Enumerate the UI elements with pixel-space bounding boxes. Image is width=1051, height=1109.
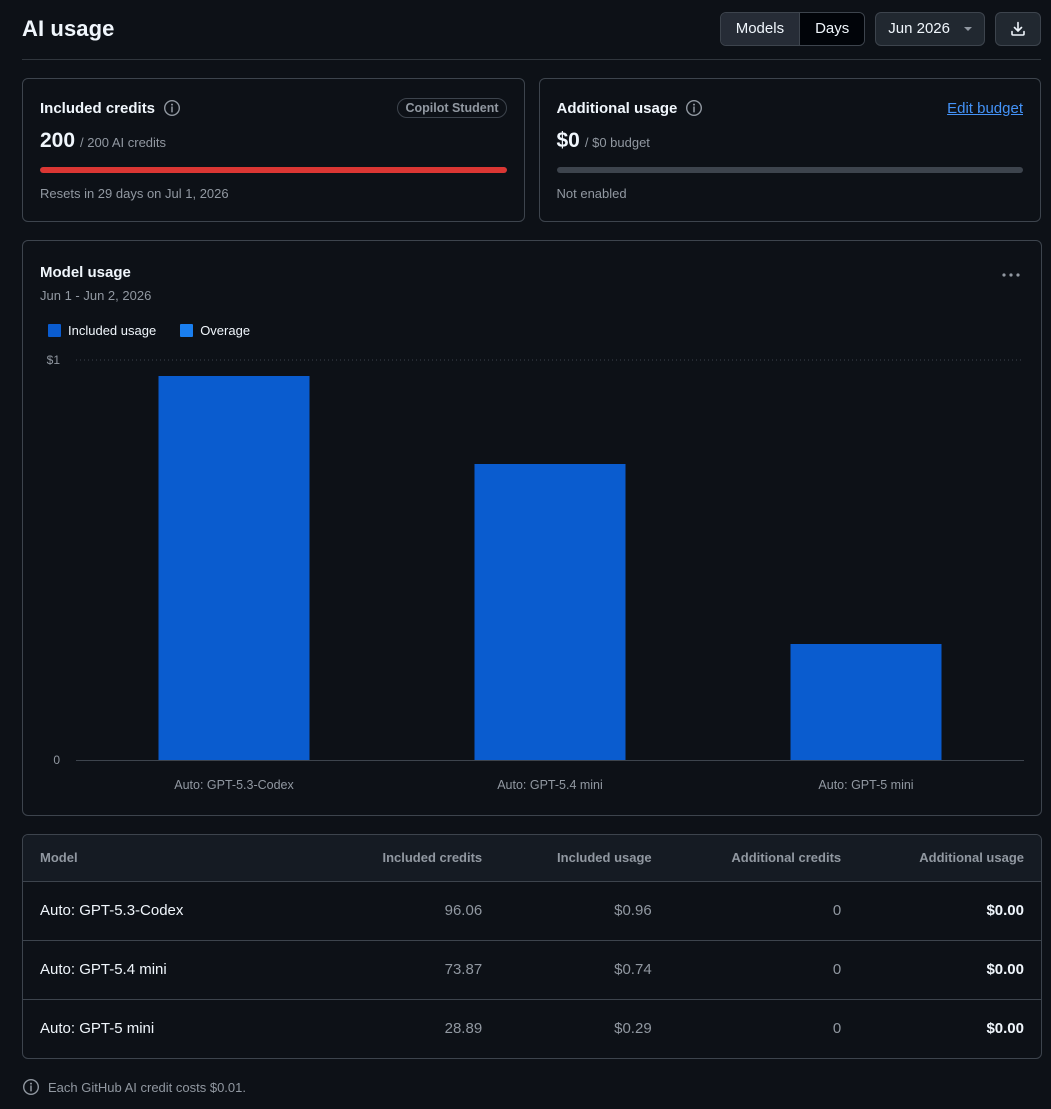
month-select-label: Jun 2026 (888, 20, 950, 37)
legend-label: Included usage (68, 323, 157, 338)
legend-label: Overage (200, 323, 251, 338)
legend-item-overage[interactable]: Overage (180, 323, 250, 338)
table-row: Auto: GPT-5.4 mini 73.87 $0.74 0 $0.00 (23, 940, 1041, 1000)
model-usage-panel: 0 $1 Auto: GPT-5.3-Codex Auto: GPT-5.4 mini… (22, 240, 1042, 816)
kebab-horizontal-icon (1002, 273, 1020, 277)
additional-usage-card: Additional usage Edit budget $0 / $0 bud… (538, 78, 1041, 222)
credit-cards: Included credits Copilot Student 200 / 2… (22, 78, 1041, 222)
model-cell: Auto: GPT-5.3-Codex (23, 881, 323, 941)
y-tick-label: $1 (47, 353, 61, 367)
header-actions: Models Days Jun 2026 (719, 11, 1041, 46)
legend-item-included-usage[interactable]: Included usage (48, 323, 156, 338)
legend-swatch (48, 324, 61, 337)
edit-budget-link[interactable]: Edit budget (947, 99, 1023, 117)
page-title: AI usage (22, 15, 115, 41)
download-icon (1011, 21, 1025, 36)
table-header-row: Model Included credits Included usage Ad… (23, 835, 1041, 882)
included-credits-cell: 28.89 (444, 1020, 483, 1038)
included-credits-card: Included credits Copilot Student 200 / 2… (22, 78, 525, 222)
additional-usage-cell: $0.00 (858, 881, 1041, 941)
download-button[interactable] (995, 11, 1041, 46)
column-header-included-credits[interactable]: Included credits (323, 835, 500, 882)
footnote-text: Each GitHub AI credit costs $0.01. (48, 1079, 246, 1095)
included-credits-cell: 96.06 (323, 881, 500, 941)
additional-usage-amount: $0 (556, 129, 580, 152)
additional-usage-cell: $0.00 (858, 940, 1041, 1000)
y-tick-label: 0 (53, 753, 60, 767)
additional-usage-cell: $0.00 (986, 1020, 1024, 1038)
model-usage-chart: 0 $1 Auto: GPT-5.3-Codex Auto: GPT-5.4 mini… (47, 353, 1024, 792)
included-credits-cell: 73.87 (323, 940, 500, 1000)
model-usage-date-range: Jun 1 - Jun 2, 2026 (40, 288, 152, 303)
bar-included-usage[interactable] (474, 464, 626, 760)
x-tick-label: Auto: GPT-5.4 mini (497, 778, 603, 792)
more-options-button[interactable] (999, 265, 1023, 285)
column-header-model[interactable]: Model (23, 835, 323, 882)
included-usage-cell: $0.96 (499, 881, 669, 941)
included-credits-progress-fill (40, 167, 507, 173)
included-credits-progress (40, 167, 507, 173)
x-tick-label: Auto: GPT-5.3-Codex (174, 778, 294, 792)
bar-included-usage[interactable] (790, 644, 942, 760)
footnote: Each GitHub AI credit costs $0.01. (22, 1078, 1041, 1096)
triangle-down-icon (964, 27, 972, 31)
info-icon[interactable] (163, 99, 181, 117)
month-select[interactable]: Jun 2026 (875, 11, 985, 46)
included-credits-amount: 200 (40, 129, 76, 152)
included-credits-total: / 200 AI credits (80, 135, 167, 150)
additional-credits-cell: 0 (668, 940, 859, 1000)
model-cell: Auto: GPT-5 mini (40, 1020, 155, 1038)
view-toggle: Models Days (719, 11, 866, 46)
plan-badge: Copilot Student (397, 98, 507, 118)
table-row: Auto: GPT-5 mini 28.89 $0.29 0 $0.00 (23, 999, 1041, 1058)
days-view-button[interactable]: Days (800, 12, 865, 45)
model-usage-table: Model Included credits Included usage Ad… (22, 834, 1042, 1059)
column-header-included-usage[interactable]: Included usage (499, 835, 669, 882)
model-cell: Auto: GPT-5.4 mini (23, 940, 323, 1000)
additional-usage-title: Additional usage (556, 99, 678, 117)
legend-swatch (180, 324, 194, 337)
table-row: Auto: GPT-5.3-Codex 96.06 $0.96 0 $0.00 (23, 881, 1041, 941)
models-view-button[interactable]: Models (720, 12, 801, 45)
included-credits-reset-text: Resets in 29 days on Jul 1, 2026 (40, 186, 229, 201)
included-usage-cell: $0.29 (614, 1020, 652, 1038)
included-credits-title: Included credits (40, 99, 156, 117)
page-header: AI usage Models Days Jun 2026 (22, 0, 1041, 60)
chart-legend: Included usage Overage (48, 323, 250, 338)
info-icon (22, 1078, 40, 1096)
additional-usage-progress (556, 167, 1023, 173)
x-tick-label: Auto: GPT-5 mini (818, 778, 913, 792)
info-icon[interactable] (685, 99, 703, 117)
bar-included-usage[interactable] (158, 376, 310, 760)
column-header-additional-usage[interactable]: Additional usage (858, 835, 1041, 882)
additional-usage-budget: / $0 budget (584, 135, 650, 150)
included-usage-cell: $0.74 (499, 940, 669, 1000)
additional-credits-cell: 0 (668, 881, 859, 941)
additional-credits-cell: 0 (832, 1020, 842, 1038)
column-header-additional-credits[interactable]: Additional credits (668, 835, 859, 882)
model-usage-title: Model usage (40, 264, 131, 281)
additional-usage-status: Not enabled (556, 186, 627, 201)
